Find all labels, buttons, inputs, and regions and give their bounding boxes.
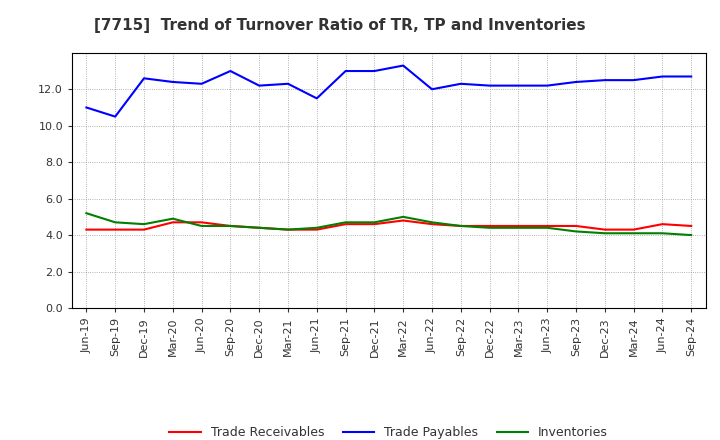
Trade Receivables xyxy=(312,227,321,232)
Inventories xyxy=(543,225,552,231)
Trade Receivables xyxy=(197,220,206,225)
Trade Receivables xyxy=(629,227,638,232)
Trade Payables xyxy=(399,63,408,68)
Inventories xyxy=(399,214,408,220)
Inventories xyxy=(197,224,206,229)
Legend: Trade Receivables, Trade Payables, Inventories: Trade Receivables, Trade Payables, Inven… xyxy=(164,422,613,440)
Trade Receivables xyxy=(168,220,177,225)
Inventories xyxy=(456,224,465,229)
Inventories xyxy=(255,225,264,231)
Inventories xyxy=(572,229,580,234)
Inventories xyxy=(687,232,696,238)
Trade Receivables xyxy=(600,227,609,232)
Inventories xyxy=(168,216,177,221)
Trade Receivables xyxy=(399,218,408,223)
Trade Payables xyxy=(456,81,465,86)
Trade Payables xyxy=(168,79,177,84)
Trade Receivables xyxy=(140,227,148,232)
Trade Receivables xyxy=(370,221,379,227)
Trade Receivables xyxy=(226,224,235,229)
Text: [7715]  Trend of Turnover Ratio of TR, TP and Inventories: [7715] Trend of Turnover Ratio of TR, TP… xyxy=(94,18,585,33)
Inventories xyxy=(341,220,350,225)
Trade Receivables xyxy=(341,221,350,227)
Trade Receivables xyxy=(428,221,436,227)
Trade Receivables xyxy=(111,227,120,232)
Trade Payables xyxy=(82,105,91,110)
Inventories xyxy=(485,225,494,231)
Trade Payables xyxy=(687,74,696,79)
Line: Inventories: Inventories xyxy=(86,213,691,235)
Trade Payables xyxy=(284,81,292,86)
Trade Payables xyxy=(514,83,523,88)
Trade Payables xyxy=(600,77,609,83)
Trade Receivables xyxy=(687,224,696,229)
Inventories xyxy=(370,220,379,225)
Trade Payables xyxy=(485,83,494,88)
Inventories xyxy=(140,221,148,227)
Trade Payables xyxy=(111,114,120,119)
Inventories xyxy=(226,224,235,229)
Trade Payables xyxy=(341,68,350,73)
Trade Receivables xyxy=(572,224,580,229)
Inventories xyxy=(514,225,523,231)
Trade Payables xyxy=(658,74,667,79)
Trade Payables xyxy=(543,83,552,88)
Trade Payables xyxy=(428,87,436,92)
Trade Receivables xyxy=(284,227,292,232)
Trade Receivables xyxy=(543,224,552,229)
Trade Receivables xyxy=(514,224,523,229)
Inventories xyxy=(312,225,321,231)
Line: Trade Payables: Trade Payables xyxy=(86,66,691,117)
Inventories xyxy=(82,211,91,216)
Trade Payables xyxy=(370,68,379,73)
Trade Payables xyxy=(226,68,235,73)
Trade Payables xyxy=(629,77,638,83)
Trade Receivables xyxy=(82,227,91,232)
Trade Payables xyxy=(197,81,206,86)
Inventories xyxy=(111,220,120,225)
Inventories xyxy=(600,231,609,236)
Line: Trade Receivables: Trade Receivables xyxy=(86,220,691,230)
Trade Receivables xyxy=(658,221,667,227)
Trade Receivables xyxy=(255,225,264,231)
Inventories xyxy=(284,227,292,232)
Trade Payables xyxy=(572,79,580,84)
Inventories xyxy=(658,231,667,236)
Trade Payables xyxy=(312,96,321,101)
Trade Payables xyxy=(255,83,264,88)
Trade Receivables xyxy=(485,224,494,229)
Inventories xyxy=(629,231,638,236)
Trade Receivables xyxy=(456,224,465,229)
Trade Payables xyxy=(140,76,148,81)
Inventories xyxy=(428,220,436,225)
